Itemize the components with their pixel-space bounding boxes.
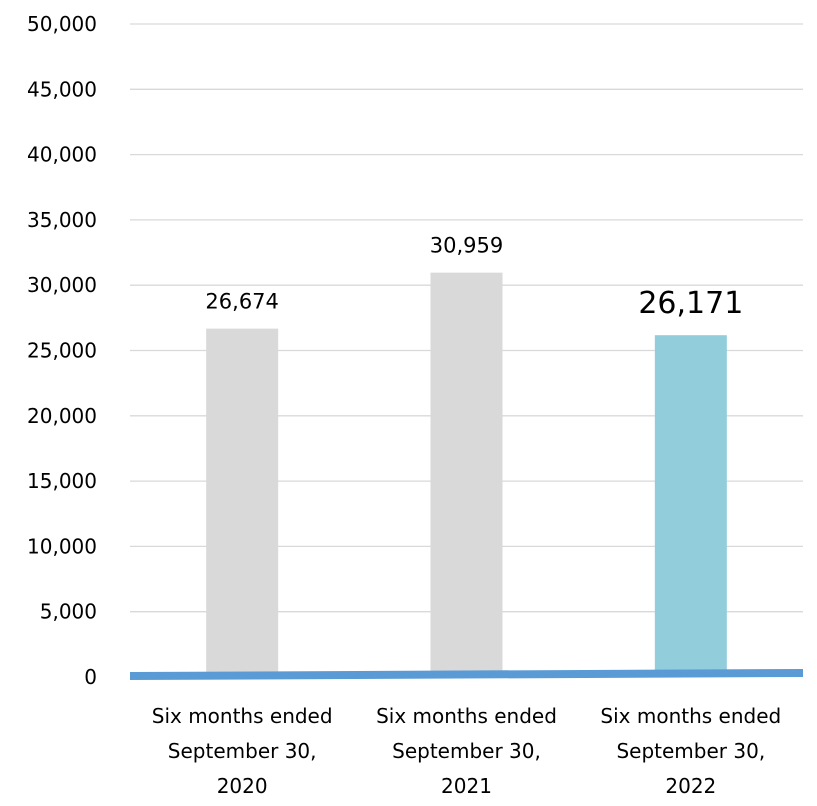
data-label: 26,171	[638, 286, 743, 321]
bar	[206, 328, 279, 677]
y-tick-label: 45,000	[27, 77, 97, 101]
category-label: Six months ended	[600, 704, 781, 728]
category-label: September 30,	[392, 739, 541, 763]
category-label: 2021	[441, 774, 492, 798]
data-label: 30,959	[430, 234, 503, 258]
y-tick-label: 50,000	[27, 12, 97, 36]
category-label: Six months ended	[376, 704, 557, 728]
category-label: September 30,	[168, 739, 317, 763]
category-label: 2022	[665, 774, 716, 798]
category-label: 2020	[217, 774, 268, 798]
x-axis-baseline-group	[130, 669, 803, 680]
bars	[206, 272, 727, 677]
x-axis-category-labels: Six months ended September 30, 2020 Six mon…	[152, 704, 781, 798]
y-tick-label: 0	[84, 665, 97, 689]
y-axis-tick-labels: 0 5,000 10,000 15,000 20,000 25,000 30,000 35,0…	[27, 12, 97, 689]
y-tick-label: 25,000	[27, 339, 97, 363]
data-labels: 26,674 30,959 26,171	[205, 234, 743, 322]
bar	[654, 335, 727, 677]
category-label: Six months ended	[152, 704, 333, 728]
category-label: September 30,	[616, 739, 765, 763]
data-label: 26,674	[205, 290, 278, 314]
y-tick-label: 30,000	[27, 273, 97, 297]
y-tick-label: 5,000	[40, 600, 97, 624]
bar	[430, 272, 503, 677]
y-tick-label: 15,000	[27, 469, 97, 493]
y-tick-label: 40,000	[27, 143, 97, 167]
x-axis-baseline	[130, 669, 803, 680]
y-tick-label: 20,000	[27, 404, 97, 428]
y-tick-label: 35,000	[27, 208, 97, 232]
y-tick-label: 10,000	[27, 534, 97, 558]
